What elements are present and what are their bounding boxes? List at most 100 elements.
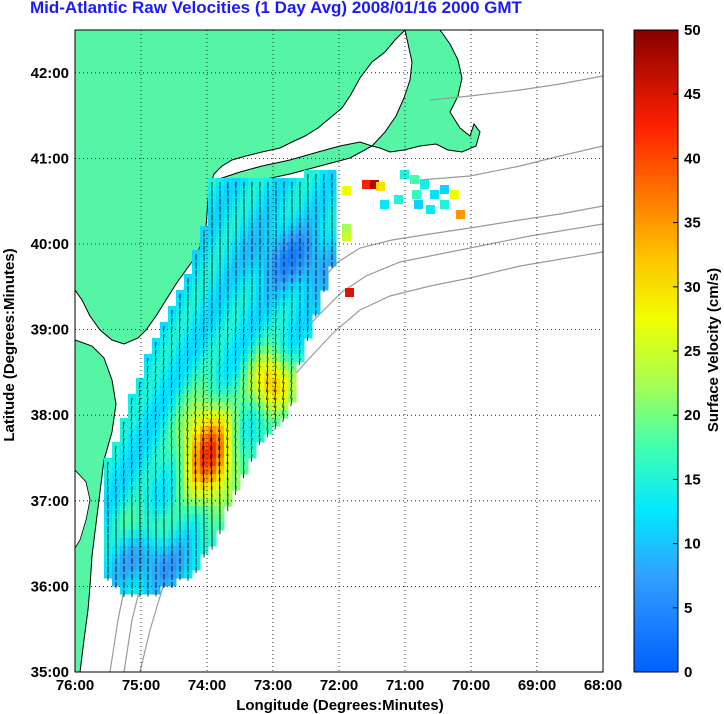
velocity-vector	[186, 349, 189, 357]
velocity-vector	[250, 445, 253, 454]
velocity-cell	[342, 232, 351, 241]
colorbar-ticks: 0 5 10 15 20 25 30 35 40 45 50	[673, 22, 701, 681]
velocity-vector	[218, 429, 221, 442]
velocity-vector	[226, 381, 229, 389]
velocity-vector	[242, 445, 245, 454]
velocity-vector	[218, 397, 221, 406]
velocity-vector	[194, 477, 197, 490]
x-tick-label: 72:00	[320, 677, 358, 694]
velocity-vector	[170, 429, 173, 438]
velocity-vector	[186, 381, 189, 389]
velocity-vector	[242, 405, 245, 414]
velocity-vector	[258, 365, 261, 376]
velocity-cell	[342, 186, 351, 195]
velocity-vector	[211, 333, 213, 341]
velocity-vector	[178, 397, 181, 406]
velocity-vector	[234, 469, 237, 479]
velocity-vector	[130, 397, 133, 405]
velocity-vector	[194, 445, 197, 458]
velocity-vector	[210, 341, 213, 350]
velocity-cell	[362, 180, 371, 189]
velocity-vector	[290, 389, 293, 399]
velocity-vector	[154, 381, 157, 389]
colorbar-tick-label: 5	[684, 600, 692, 617]
velocity-vector	[194, 365, 197, 373]
velocity-cell	[414, 200, 423, 209]
velocity-vector	[250, 397, 253, 407]
colorbar	[633, 29, 679, 673]
y-axis-label: Latitude (Degrees:Minutes)	[1, 248, 18, 441]
velocity-vector	[162, 461, 165, 470]
velocity-vector	[282, 357, 285, 366]
velocity-vector	[226, 437, 229, 448]
velocity-vector	[186, 453, 189, 464]
velocity-vector	[226, 445, 229, 457]
velocity-vector	[234, 357, 237, 365]
velocity-vector	[171, 469, 173, 478]
velocity-vector	[234, 461, 237, 471]
velocity-vector	[210, 429, 213, 442]
velocity-vector	[234, 437, 237, 447]
velocity-vector	[282, 349, 285, 358]
velocity-vector	[210, 365, 213, 374]
velocity-cell	[345, 288, 354, 297]
colorbar-tick-label: 30	[684, 279, 701, 296]
velocity-vector	[154, 421, 157, 429]
velocity-vector	[307, 333, 309, 341]
velocity-vector	[162, 373, 165, 381]
velocity-vector	[210, 453, 213, 468]
velocity-vector	[218, 461, 221, 474]
velocity-vector	[162, 381, 165, 389]
velocity-vector	[234, 389, 237, 398]
velocity-vector	[202, 381, 205, 390]
velocity-vector	[218, 333, 221, 342]
velocity-vector	[154, 349, 157, 357]
velocity-vector	[170, 389, 173, 397]
velocity-vector	[162, 365, 165, 373]
velocity-vector	[202, 421, 205, 432]
velocity-vector	[298, 357, 301, 366]
velocity-vector	[155, 469, 157, 478]
velocity-cell	[430, 190, 439, 199]
velocity-vector	[194, 429, 197, 440]
velocity-vector	[250, 389, 253, 399]
velocity-vector	[170, 365, 173, 373]
velocity-vector	[178, 445, 181, 455]
velocity-vector	[138, 437, 141, 445]
velocity-vector	[194, 397, 197, 407]
velocity-vector	[203, 333, 205, 341]
velocity-vector	[290, 365, 293, 374]
velocity-vector	[194, 381, 197, 390]
velocity-vector	[242, 429, 245, 438]
colorbar-tick-label: 0	[684, 664, 692, 681]
x-tick-label: 73:00	[254, 677, 292, 694]
velocity-vector	[170, 357, 173, 365]
velocity-vector	[162, 437, 165, 446]
velocity-vector	[250, 349, 253, 358]
velocity-vector	[202, 453, 205, 468]
velocity-cell	[410, 175, 419, 184]
velocity-vector	[114, 445, 117, 454]
velocity-vector	[146, 453, 149, 461]
x-tick-label: 75:00	[122, 677, 160, 694]
x-tick-label: 70:00	[452, 677, 490, 694]
velocity-vector	[291, 333, 293, 341]
velocity-vector	[250, 381, 253, 391]
velocity-vector	[194, 469, 197, 482]
velocity-vector	[210, 381, 213, 390]
velocity-vector	[146, 445, 149, 453]
velocity-vector	[274, 421, 277, 430]
velocity-vector	[146, 365, 149, 373]
velocity-cell	[370, 180, 379, 189]
velocity-vector	[186, 389, 189, 398]
velocity-vector	[186, 365, 189, 373]
velocity-vector	[146, 397, 149, 405]
velocity-vector	[218, 357, 221, 366]
velocity-vector	[242, 349, 245, 357]
velocity-vector	[218, 341, 221, 350]
velocity-cell	[380, 200, 389, 209]
velocity-vector	[242, 373, 245, 382]
velocity-vector	[274, 349, 277, 358]
velocity-vector	[146, 373, 149, 381]
velocity-vector	[258, 349, 261, 359]
